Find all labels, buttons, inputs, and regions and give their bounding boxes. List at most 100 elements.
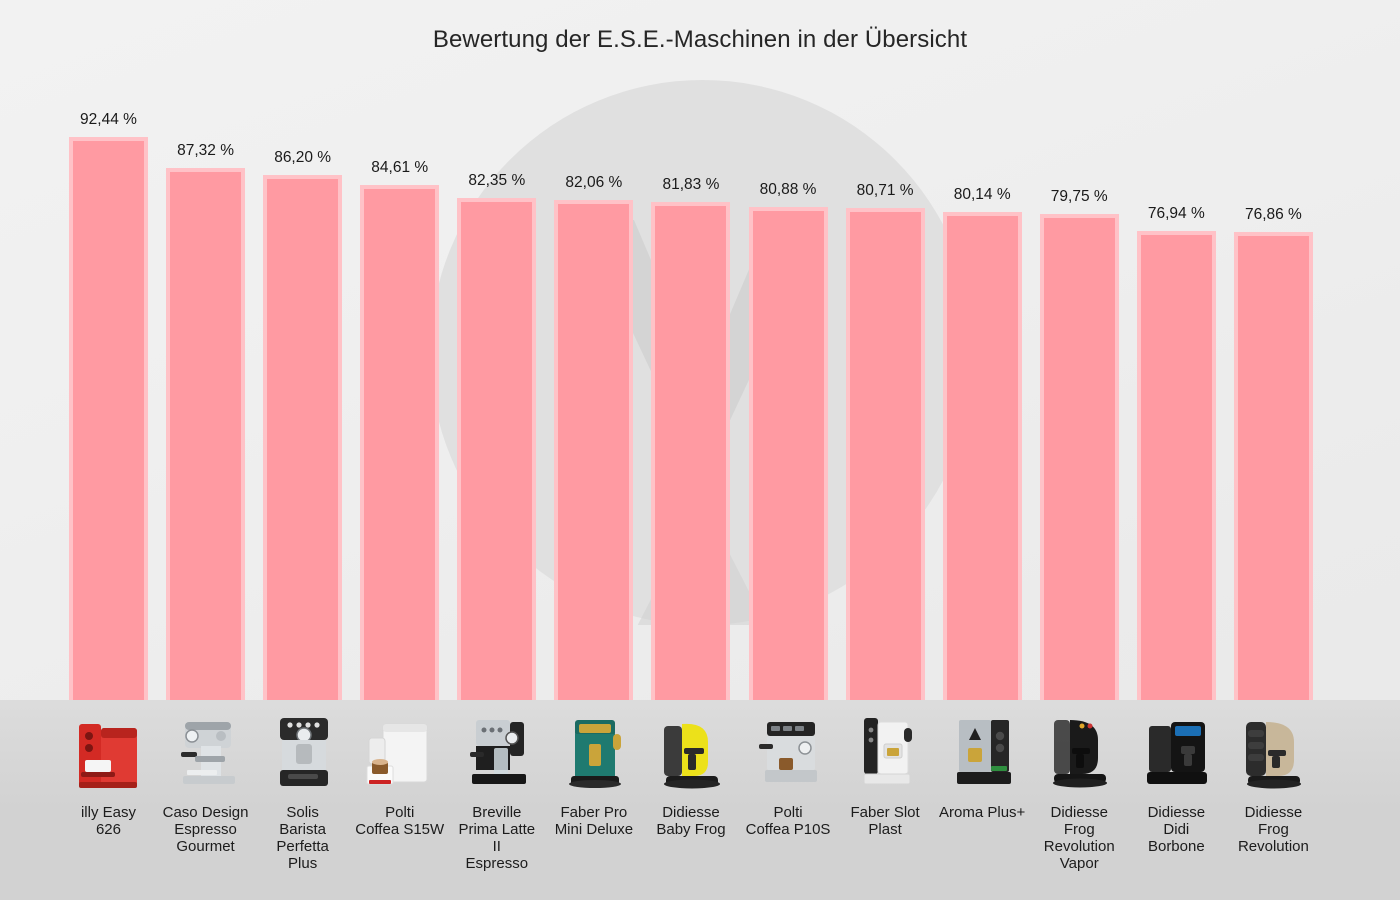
espresso-machine-didiesse-frog-revolution-icon bbox=[1226, 702, 1320, 798]
espresso-machine-faber-slot-plast-icon bbox=[838, 702, 932, 798]
tick-label-line: Didiesse bbox=[1147, 804, 1206, 821]
bar-group[interactable]: 80,71 % bbox=[837, 0, 934, 700]
bar-group[interactable]: 84,61 % bbox=[351, 0, 448, 700]
tick-label-line: Polti bbox=[773, 804, 803, 821]
tick-label-line: Espresso bbox=[174, 821, 237, 838]
bar-value-label: 82,35 % bbox=[468, 172, 526, 190]
bar-rect[interactable] bbox=[68, 137, 148, 700]
tick-label-line: Coffea P10S bbox=[745, 821, 831, 838]
tick-label-line: Frog bbox=[1063, 821, 1095, 838]
x-axis-tick: Polti Coffea P10S bbox=[740, 700, 837, 900]
bar-value-label: 80,88 % bbox=[759, 181, 817, 199]
x-axis-tick: Polti Coffea S15W bbox=[351, 700, 448, 900]
tick-label-line: Aroma Plus+ bbox=[939, 804, 1026, 821]
x-axis-tick-label: Didiesse Didi Borbone bbox=[1120, 804, 1232, 855]
tick-label-line: Faber Slot bbox=[850, 804, 920, 821]
x-axis-tick: illy Easy 626 bbox=[60, 700, 157, 900]
tick-label-line: Revolution bbox=[1043, 838, 1115, 855]
bar-group[interactable]: 81,83 % bbox=[642, 0, 739, 700]
tick-label-line: Didiesse bbox=[662, 804, 720, 821]
tick-label-line: Didiesse bbox=[1050, 804, 1109, 821]
tick-label-line: Gourmet bbox=[176, 838, 235, 855]
tick-label-line: Vapor bbox=[1059, 855, 1099, 872]
x-axis-tick-label: Caso Design Espresso Gourmet bbox=[150, 804, 262, 855]
tick-label-line: Borbone bbox=[1147, 838, 1205, 855]
x-axis-tick: Aroma Plus+ bbox=[934, 700, 1031, 900]
bar-value-label: 86,20 % bbox=[274, 149, 332, 167]
bar-rect[interactable] bbox=[166, 168, 246, 700]
espresso-machine-faber-pro-mini-deluxe-icon bbox=[547, 702, 641, 798]
tick-label-line: Mini Deluxe bbox=[554, 821, 634, 838]
bar-rect[interactable] bbox=[1136, 231, 1216, 700]
bar-value-label: 79,75 % bbox=[1050, 188, 1108, 206]
bar-group[interactable]: 87,32 % bbox=[157, 0, 254, 700]
page-title: Bewertung der E.S.E.-Maschinen in der Üb… bbox=[432, 26, 968, 53]
x-axis-tick-label: Faber Pro Mini Deluxe bbox=[538, 804, 650, 838]
tick-label-line: Faber Pro bbox=[560, 804, 628, 821]
tick-label-line: II bbox=[492, 838, 501, 855]
bar-rect[interactable] bbox=[651, 201, 731, 700]
bar-value-label: 80,14 % bbox=[953, 185, 1011, 203]
bar-group[interactable]: 82,35 % bbox=[448, 0, 545, 700]
tick-label-line: Plast bbox=[868, 821, 902, 838]
x-axis-tick-label: Aroma Plus+ bbox=[926, 804, 1038, 821]
x-axis-tick-label: illy Easy 626 bbox=[52, 804, 164, 838]
plot-area: 92,44 % 87,32 % 86,20 % 84,61 % 82,35 % 82,06… bbox=[60, 0, 1322, 700]
espresso-machine-illy-easy-626-icon bbox=[61, 702, 155, 798]
x-axis-tick: Didiesse Didi Borbone bbox=[1128, 700, 1225, 900]
bar-group[interactable]: 79,75 % bbox=[1031, 0, 1128, 700]
espresso-machine-aroma-plus-icon bbox=[935, 702, 1029, 798]
tick-label-line: Didi bbox=[1163, 821, 1190, 838]
tick-label-line: Polti bbox=[385, 804, 415, 821]
tick-label-line: Coffea S15W bbox=[355, 821, 445, 838]
x-axis-tick: Caso Design Espresso Gourmet bbox=[157, 700, 254, 900]
tick-label-line: illy Easy bbox=[80, 804, 136, 821]
tick-label-line: Prima Latte bbox=[458, 821, 536, 838]
espresso-machine-caso-design-espresso-gourmet-icon bbox=[159, 702, 253, 798]
bar-value-label: 76,86 % bbox=[1244, 205, 1302, 223]
x-axis-tick-label: Solis Barista Perfetta Plus bbox=[247, 804, 359, 872]
bar-group[interactable]: 92,44 % bbox=[60, 0, 157, 700]
x-axis-tick-label: Breville Prima Latte II Espresso bbox=[441, 804, 553, 872]
tick-label-line: Baby Frog bbox=[656, 821, 726, 838]
bar-value-label: 84,61 % bbox=[371, 158, 429, 176]
bar-group[interactable]: 86,20 % bbox=[254, 0, 351, 700]
x-axis-tick: Solis Barista Perfetta Plus bbox=[254, 700, 351, 900]
x-axis-tick-label: Polti Coffea S15W bbox=[344, 804, 456, 838]
bar-group[interactable]: 76,86 % bbox=[1225, 0, 1322, 700]
espresso-machine-didiesse-baby-frog-icon bbox=[644, 702, 738, 798]
bar-group[interactable]: 76,94 % bbox=[1128, 0, 1225, 700]
bar-rect[interactable] bbox=[845, 208, 925, 700]
bar-group[interactable]: 80,88 % bbox=[740, 0, 837, 700]
tick-label-line: Frog bbox=[1257, 821, 1289, 838]
x-axis-tick: Faber Pro Mini Deluxe bbox=[545, 700, 642, 900]
espresso-machine-didiesse-didi-borbone-icon bbox=[1129, 702, 1223, 798]
bar-rect[interactable] bbox=[942, 211, 1022, 700]
tick-label-line: Didiesse bbox=[1244, 804, 1303, 821]
bar-rect[interactable] bbox=[1039, 214, 1119, 700]
tick-label-line: Barista bbox=[279, 821, 326, 838]
bar-rect[interactable] bbox=[748, 207, 828, 700]
espresso-machine-solis-barista-perfetta-plus-icon bbox=[256, 702, 350, 798]
bar-rect[interactable] bbox=[263, 175, 343, 700]
x-axis-tick: Didiesse Frog Revolution Vapor bbox=[1031, 700, 1128, 900]
bar-value-label: 81,83 % bbox=[662, 175, 720, 193]
x-axis-tick-label: Didiesse Frog Revolution Vapor bbox=[1023, 804, 1135, 872]
x-axis-tick-label: Didiesse Frog Revolution bbox=[1217, 804, 1329, 855]
x-axis-tick-label: Polti Coffea P10S bbox=[732, 804, 844, 838]
bar-value-label: 87,32 % bbox=[177, 142, 235, 160]
bar-group[interactable]: 82,06 % bbox=[545, 0, 642, 700]
espresso-machine-polti-coffea-s15w-icon bbox=[353, 702, 447, 798]
bar-group[interactable]: 80,14 % bbox=[934, 0, 1031, 700]
x-axis-tick: Didiesse Baby Frog bbox=[642, 700, 739, 900]
tick-label-line: Breville bbox=[472, 804, 522, 821]
tick-label-line: Perfetta bbox=[276, 838, 329, 855]
bar-rect[interactable] bbox=[457, 198, 537, 700]
bar-rect[interactable] bbox=[554, 200, 634, 700]
tick-label-line: 626 bbox=[95, 821, 121, 838]
espresso-machine-didiesse-frog-revolution-vapor-icon bbox=[1032, 702, 1126, 798]
bar-rect[interactable] bbox=[360, 184, 440, 700]
bar-rect[interactable] bbox=[1233, 231, 1313, 700]
tick-label-line: Espresso bbox=[465, 855, 529, 872]
